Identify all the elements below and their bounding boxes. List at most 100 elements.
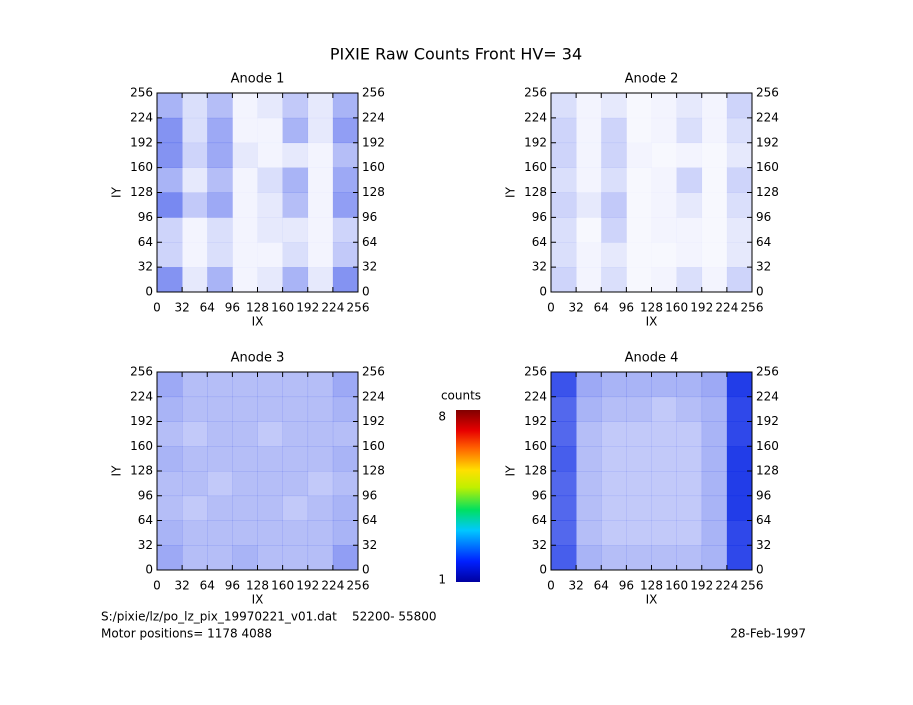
y-tick-label: 0 [145, 563, 153, 577]
colorbar-max: 8 [438, 410, 446, 424]
density-cell [701, 267, 728, 293]
density-cell [182, 117, 208, 144]
y2-tick-label: 96 [756, 488, 771, 502]
density-cell [307, 372, 334, 398]
density-cell [207, 545, 233, 571]
density-cell [726, 446, 753, 472]
density-cell [651, 267, 677, 293]
x-axis-label: IX [252, 593, 264, 607]
density-cell [157, 117, 183, 144]
density-cell [307, 93, 334, 119]
density-cell [726, 267, 753, 293]
density-cell [726, 545, 753, 571]
density-cell [601, 520, 627, 546]
density-cell [182, 192, 208, 218]
y2-tick-label: 64 [362, 235, 377, 249]
density-cell [282, 446, 309, 472]
density-cell [207, 421, 233, 447]
density-cell [676, 192, 703, 218]
y-tick-label: 32 [138, 260, 153, 274]
y-tick-label: 0 [539, 563, 547, 577]
density-cell [207, 242, 233, 268]
density-cell [307, 471, 334, 497]
density-cell [207, 396, 233, 422]
panel-title: Anode 2 [625, 72, 679, 87]
density-cell [257, 372, 283, 398]
y2-tick-label: 32 [756, 538, 771, 552]
y-tick-label: 256 [524, 86, 547, 100]
y-tick-label: 96 [138, 488, 153, 502]
y2-tick-label: 224 [362, 389, 385, 403]
density-cell [232, 117, 258, 144]
y2-tick-label: 64 [362, 513, 377, 527]
x-tick-label: 96 [619, 579, 634, 593]
y2-tick-label: 96 [362, 210, 377, 224]
density-cell [232, 372, 258, 398]
density-cell [551, 217, 577, 243]
density-cell [332, 520, 359, 546]
x-tick-label: 160 [271, 301, 294, 315]
density-cell [651, 192, 677, 218]
density-cell [207, 142, 233, 168]
footer-file: S:/pixie/lz/po_lz_pix_19970221_v01.dat 5… [101, 610, 437, 624]
density-cell [157, 471, 183, 497]
density-cell [332, 495, 359, 521]
x-tick-label: 0 [547, 301, 555, 315]
density-cell [232, 520, 258, 546]
density-cell [726, 217, 753, 243]
y2-tick-label: 224 [756, 110, 779, 124]
y-axis-label: IY [110, 465, 124, 477]
density-cell [307, 117, 334, 144]
density-cell [576, 495, 602, 521]
y-tick-label: 192 [524, 135, 547, 149]
density-cell [282, 396, 309, 422]
y-tick-label: 224 [130, 110, 153, 124]
density-cell [207, 372, 233, 398]
density-cell [232, 421, 258, 447]
density-cell [332, 217, 359, 243]
y-tick-label: 160 [130, 160, 153, 174]
density-cell [232, 495, 258, 521]
x-tick-label: 192 [296, 301, 319, 315]
density-cell [257, 93, 283, 119]
density-cell [332, 446, 359, 472]
density-cell [726, 495, 753, 521]
density-cell [626, 118, 651, 143]
density-cell [257, 396, 283, 422]
density-cell [701, 471, 728, 497]
density-cell [626, 168, 651, 193]
y-tick-label: 96 [532, 488, 547, 502]
density-cell [282, 93, 309, 119]
x-tick-label: 64 [594, 301, 609, 315]
y2-tick-label: 160 [362, 160, 385, 174]
figure-title: PIXIE Raw Counts Front HV= 34 [330, 45, 582, 64]
density-cell [626, 446, 652, 472]
density-cell [157, 167, 183, 193]
density-cell [157, 396, 183, 422]
x-tick-label: 192 [690, 579, 713, 593]
y2-tick-label: 224 [362, 110, 385, 124]
density-cell [726, 471, 753, 497]
density-cell [726, 192, 753, 218]
x-tick-label: 0 [153, 579, 161, 593]
density-cell [701, 421, 728, 447]
density-cell [207, 471, 233, 497]
y-tick-label: 224 [524, 110, 547, 124]
y2-tick-label: 160 [362, 439, 385, 453]
y2-tick-label: 0 [756, 285, 764, 299]
density-cell [652, 143, 677, 168]
density-cell [651, 167, 677, 193]
density-cell [232, 93, 258, 119]
density-cell [576, 372, 602, 398]
density-cell [332, 471, 359, 497]
density-cell [257, 446, 283, 472]
density-cell [702, 143, 727, 168]
density-cell [182, 421, 208, 447]
y2-tick-label: 192 [756, 135, 779, 149]
density-cell [601, 545, 627, 571]
x-tick-label: 64 [200, 579, 215, 593]
density-cell [307, 545, 334, 571]
density-cell [182, 396, 208, 422]
y-tick-label: 0 [145, 285, 153, 299]
